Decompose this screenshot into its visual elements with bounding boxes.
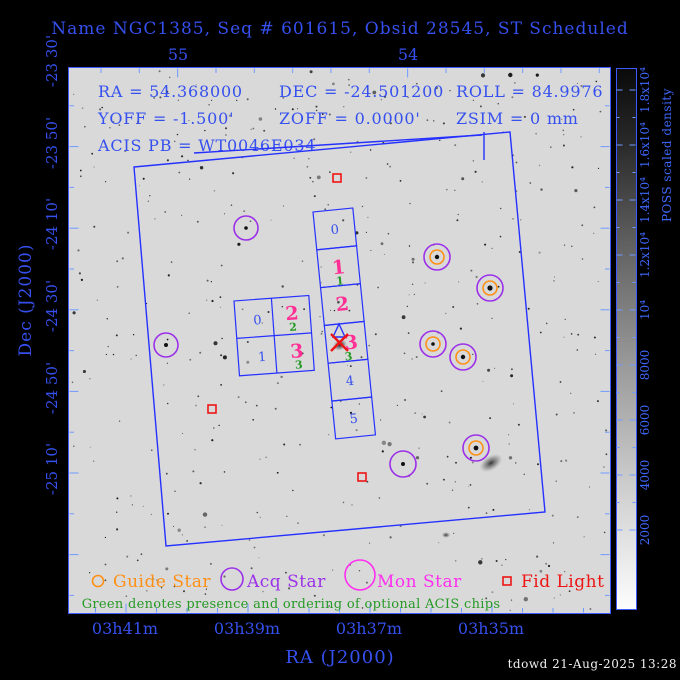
legend-acq-star-label: Acq Star: [246, 572, 326, 592]
acis-s-array[interactable]: 0 1 1 2 3 3 4 5: [312, 207, 377, 440]
colorbar-tick-label: 4000: [638, 459, 652, 491]
top-axis-tick-label: 55: [167, 45, 189, 64]
star-field-noise: [71, 70, 608, 612]
colorbar-tick-label: 8000: [638, 349, 652, 381]
roll-value: ROLL = 84.9976: [456, 82, 603, 101]
fov-outline[interactable]: [133, 131, 546, 547]
legend-guide-star-label: Guide Star: [113, 572, 211, 592]
i-chip-number: 0: [253, 313, 262, 329]
colorbar-tick-label: 1.6x10⁴: [638, 122, 652, 168]
mon-star-legend-icon: [344, 559, 376, 591]
top-axis-tick-label: 54: [397, 45, 419, 64]
s-chip-number: 2: [335, 293, 350, 316]
i-chip-optional-number: 3: [295, 358, 304, 372]
s-chip-optional-number: 3: [344, 350, 353, 364]
catalog-stars: [164, 226, 493, 466]
colorbar-tick-label: 1.4x10⁴: [638, 177, 652, 223]
guide-star-legend-icon: [91, 574, 105, 588]
dec-value: DEC = -24.501200: [279, 82, 444, 101]
left-axis-tick-label: -24 30': [43, 279, 61, 333]
colorbar-ticks: [616, 89, 636, 531]
colorbar-tick-label: 6000: [638, 404, 652, 436]
guide-star-markers[interactable]: [419, 243, 504, 462]
left-axis-tick-label: -24 50': [43, 361, 61, 415]
i-chip-number: 3: [289, 340, 304, 363]
fid-light-markers[interactable]: [207, 173, 367, 482]
field-galaxy: [441, 532, 451, 538]
colorbar-tick-label: 1.2x10⁴: [638, 232, 652, 278]
i-chip-optional-number: 2: [289, 320, 298, 334]
bottom-axis-tick-label: 03h39m: [213, 619, 281, 638]
acq-star-markers[interactable]: [153, 215, 417, 478]
left-axis-tick-label: -24 10': [43, 197, 61, 251]
left-axis-tick-label: -25 10': [43, 442, 61, 496]
s-chip-number: 4: [345, 374, 355, 390]
user-timestamp: tdowd 21-Aug-2025 13:28: [507, 657, 677, 671]
s-chip-number: 1: [331, 256, 346, 279]
aimpoint-pointer-icon: [331, 322, 347, 338]
i-chip-number: 2: [285, 302, 300, 325]
sky-image-canvas[interactable]: RA = 54.368000 DEC = -24.501200 ROLL = 8…: [68, 67, 611, 614]
acis-pb-leader-line: [193, 134, 483, 154]
acis-footnote: Green denotes presence and ordering of o…: [82, 597, 501, 612]
colorbar-tick-label: 1.8x10⁴: [638, 67, 652, 113]
axis-ticks: [69, 68, 610, 613]
left-axis-tick-label: -23 30': [43, 34, 61, 88]
legend-mon-star-label: Mon Star: [377, 572, 462, 592]
legend-fid-light-label: Fid Light: [521, 572, 604, 592]
yoff-value: YOFF = -1.500': [97, 109, 234, 128]
observation-title: Name NGC1385, Seq # 601615, Obsid 28545,…: [51, 19, 629, 39]
acis-pb-value: ACIS PB = WT0046E034: [97, 136, 316, 155]
colorbar-tick-label: 10⁴: [638, 299, 652, 321]
bottom-axis-tick-label: 03h37m: [335, 619, 403, 638]
colorbar-axis-label: POSS scaled density: [660, 87, 674, 223]
dec-axis-label: Dec (J2000): [16, 243, 36, 357]
s-chip-number: 0: [330, 223, 340, 239]
legend: Guide Star Acq Star Mon Star Fid Light: [91, 559, 604, 592]
acq-star-legend-icon: [220, 567, 244, 591]
left-axis-tick-label: -23 50': [43, 116, 61, 170]
zoff-value: ZOFF = 0.0000': [279, 109, 421, 128]
ra-axis-label: RA (J2000): [285, 647, 395, 668]
colorbar-tick-label: 2000: [638, 514, 652, 546]
fid-light-legend-icon: [502, 576, 512, 586]
field-overlay: RA = 54.368000 DEC = -24.501200 ROLL = 8…: [69, 68, 610, 613]
zsim-value: ZSIM = 0 mm: [456, 109, 579, 128]
s-chip-optional-number: 1: [336, 274, 345, 288]
i-chip-number: 1: [258, 350, 267, 366]
bottom-axis-tick-label: 03h35m: [457, 619, 525, 638]
acis-i-array[interactable]: 0 2 2 1 3 3: [233, 294, 315, 377]
s-chip-number: 5: [349, 412, 359, 428]
ra-value: RA = 54.368000: [98, 82, 243, 101]
target-x-marker-icon: [330, 333, 349, 352]
bottom-axis-tick-label: 03h41m: [91, 619, 159, 638]
